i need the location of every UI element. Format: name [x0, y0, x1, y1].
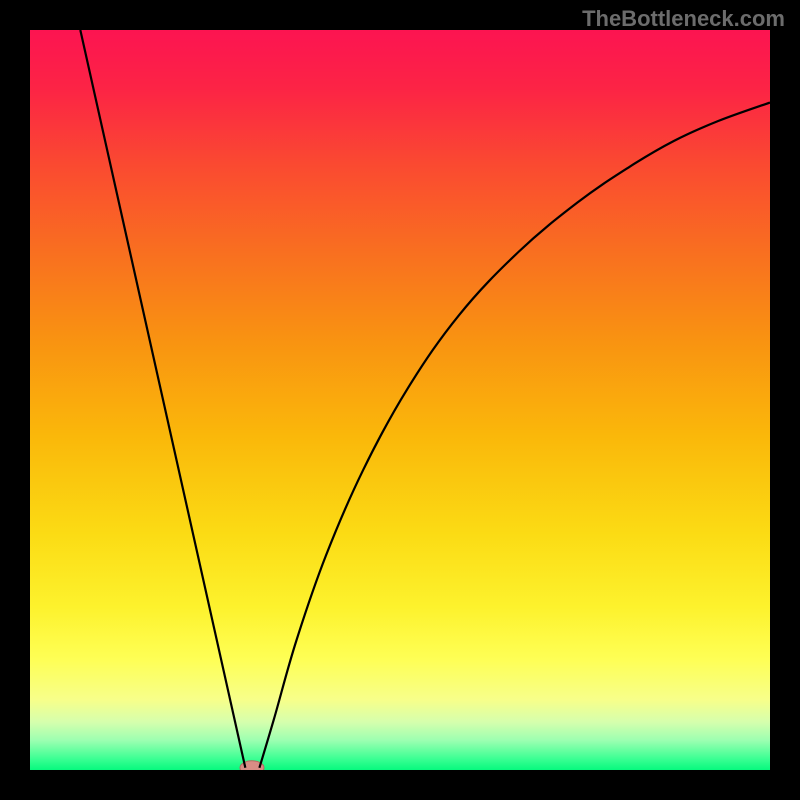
bottleneck-chart: TheBottleneck.com	[0, 0, 800, 800]
watermark-text: TheBottleneck.com	[582, 6, 785, 31]
